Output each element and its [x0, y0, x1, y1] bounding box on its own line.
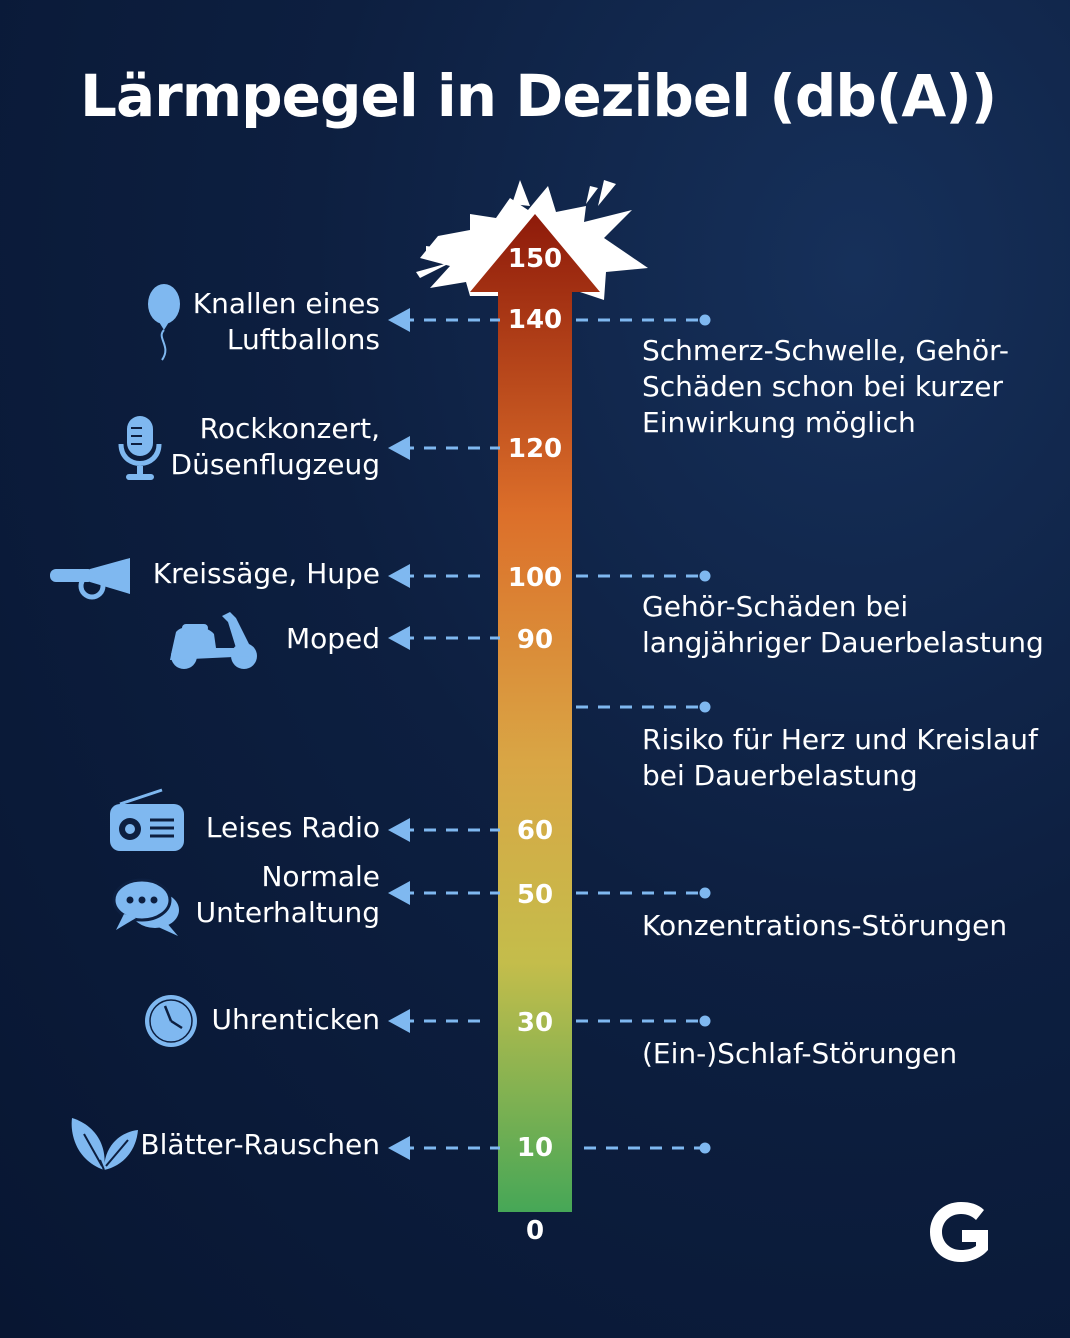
- scale-value-50: 50: [516, 880, 554, 910]
- example-label-conversation: Normale Unterhaltung: [195, 860, 380, 929]
- clock-icon: [145, 995, 197, 1047]
- scale-value-60: 60: [516, 816, 554, 846]
- effect-label-concentration: Konzentrations-Störungen: [642, 909, 1008, 942]
- right-connectors: [576, 318, 700, 1150]
- leaves-icon: [71, 1118, 138, 1171]
- microphone-icon: [118, 416, 162, 480]
- speech-bubbles-icon: [112, 878, 179, 936]
- example-label-radio: Leises Radio: [205, 811, 380, 844]
- gradient-arrow: [470, 214, 600, 1212]
- left-connectors: [402, 318, 500, 1150]
- scale-value-10: 10: [516, 1133, 554, 1163]
- balloon-icon: [148, 284, 180, 361]
- scale-value-120: 120: [507, 434, 563, 464]
- example-label-balloon: Knallen eines Luftballons: [192, 287, 380, 356]
- effect-label-pain-threshold: Schmerz-Schwelle, Gehör- Schäden schon b…: [642, 334, 1009, 439]
- example-label-leaves: Blätter-Rauschen: [140, 1128, 380, 1161]
- brand-logo: [930, 1202, 988, 1262]
- effect-label-cardio-risk: Risiko für Herz und Kreislauf bei Dauerb…: [642, 723, 1038, 792]
- scooter-icon: [170, 612, 257, 669]
- scale-value-30: 30: [516, 1008, 554, 1038]
- page-title: Lärmpegel in Dezibel (db(A)): [80, 62, 997, 130]
- example-label-clock: Uhrenticken: [211, 1003, 380, 1036]
- effect-label-sleep: (Ein-)Schlaf-Störungen: [642, 1037, 958, 1070]
- example-label-moped: Moped: [285, 622, 380, 655]
- example-label-saw-horn: Kreissäge, Hupe: [152, 557, 380, 590]
- right-dots: [699, 314, 711, 1154]
- scale-value-90: 90: [516, 625, 554, 655]
- scale-value-140: 140: [507, 305, 563, 335]
- scale-value-100: 100: [507, 563, 563, 593]
- radio-icon: [110, 788, 184, 851]
- effect-label-hearing-damage: Gehör-Schäden bei langjähriger Dauerbela…: [642, 590, 1044, 659]
- horn-icon: [50, 558, 130, 600]
- scale-value-150: 150: [507, 244, 563, 274]
- example-label-rock-concert: Rockkonzert, Düsenflugzeug: [170, 412, 380, 481]
- left-arrowheads: [388, 308, 410, 1160]
- scale-value-0: 0: [525, 1216, 545, 1246]
